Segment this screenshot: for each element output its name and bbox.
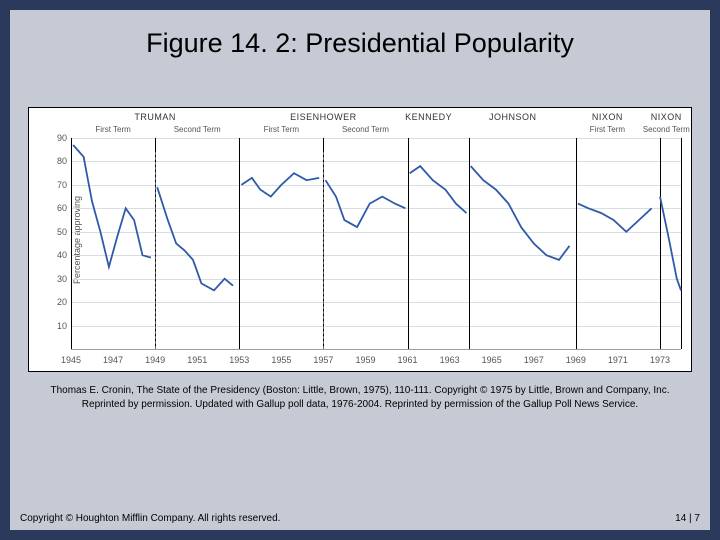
- source-caption: Thomas E. Cronin, The State of the Presi…: [10, 380, 710, 415]
- y-tick-label: 20: [57, 297, 67, 307]
- term-label: Second Term: [342, 125, 389, 134]
- x-tick-label: 1961: [398, 355, 418, 365]
- x-tick-label: 1969: [566, 355, 586, 365]
- x-tick-label: 1957: [313, 355, 333, 365]
- y-tick-label: 40: [57, 250, 67, 260]
- term-label: Second Term: [174, 125, 221, 134]
- chart-plot-area: [71, 138, 681, 349]
- president-label: JOHNSON: [489, 112, 537, 122]
- y-tick-label: 80: [57, 156, 67, 166]
- president-label: NIXON: [651, 112, 682, 122]
- y-tick-label: 90: [57, 133, 67, 143]
- x-tick-label: 1971: [608, 355, 628, 365]
- chart-container: Percentage approving 1020304050607080901…: [28, 107, 692, 372]
- y-tick-label: 60: [57, 203, 67, 213]
- x-tick-label: 1963: [440, 355, 460, 365]
- x-tick-label: 1973: [650, 355, 670, 365]
- president-label: KENNEDY: [405, 112, 452, 122]
- x-tick-label: 1953: [229, 355, 249, 365]
- x-tick-label: 1945: [61, 355, 81, 365]
- term-label: First Term: [95, 125, 130, 134]
- x-tick-label: 1949: [145, 355, 165, 365]
- term-label: First Term: [590, 125, 625, 134]
- x-tick-label: 1955: [271, 355, 291, 365]
- page-number: 14 | 7: [675, 513, 700, 524]
- x-tick-label: 1959: [355, 355, 375, 365]
- president-label: EISENHOWER: [290, 112, 357, 122]
- y-tick-label: 30: [57, 274, 67, 284]
- y-tick-label: 70: [57, 180, 67, 190]
- x-tick-label: 1965: [482, 355, 502, 365]
- x-tick-label: 1967: [524, 355, 544, 365]
- slide-footer: Copyright © Houghton Mifflin Company. Al…: [20, 513, 700, 524]
- term-label: First Term: [264, 125, 299, 134]
- copyright-text: Copyright © Houghton Mifflin Company. Al…: [20, 513, 280, 524]
- x-tick-label: 1951: [187, 355, 207, 365]
- approval-line: [73, 145, 681, 290]
- term-label: Second Term: [643, 125, 690, 134]
- figure-title: Figure 14. 2: Presidential Popularity: [10, 10, 710, 67]
- y-tick-label: 50: [57, 227, 67, 237]
- y-tick-label: 10: [57, 321, 67, 331]
- president-label: TRUMAN: [134, 112, 176, 122]
- president-label: NIXON: [592, 112, 623, 122]
- term-boundary: [681, 138, 682, 349]
- x-tick-label: 1947: [103, 355, 123, 365]
